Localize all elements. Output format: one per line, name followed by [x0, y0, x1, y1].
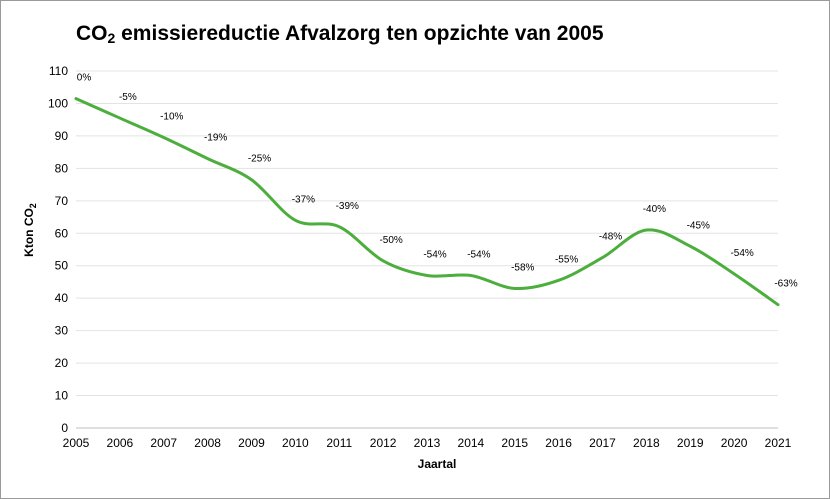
title-subscript: 2 — [107, 30, 116, 46]
gridlines — [76, 70, 778, 429]
y-tick-label: 30 — [55, 324, 69, 338]
data-label: -55% — [555, 254, 578, 265]
y-tick-label: 90 — [55, 129, 69, 143]
x-tick-label: 2005 — [63, 436, 90, 450]
data-label: -37% — [292, 194, 315, 205]
data-label: -10% — [160, 112, 183, 123]
series-line — [74, 97, 780, 307]
data-label: -54% — [467, 249, 490, 260]
data-label: -54% — [423, 249, 446, 260]
x-tick-label: 2013 — [414, 436, 441, 450]
data-label: -63% — [774, 279, 797, 290]
x-tick-label: 2020 — [721, 436, 748, 450]
x-tick-label: 2018 — [633, 436, 660, 450]
x-tick-label: 2011 — [326, 436, 352, 450]
x-tick-label: 2016 — [545, 436, 572, 450]
y-tick-label: 50 — [55, 259, 69, 273]
y-tick-label: 110 — [49, 64, 68, 78]
data-label: -58% — [511, 262, 534, 273]
y-tick-label: 10 — [55, 389, 69, 403]
data-label: -39% — [336, 201, 359, 212]
title-main: CO — [76, 22, 108, 45]
chart-title: CO2 emissiereductie Afvalzorg ten opzich… — [76, 22, 604, 46]
data-label: -48% — [599, 232, 622, 243]
y-tick-label: 80 — [55, 161, 69, 175]
x-tick-label: 2021 — [765, 436, 792, 450]
data-label: -45% — [687, 220, 710, 231]
x-tick-label: 2010 — [282, 436, 309, 450]
x-tick-label: 2015 — [501, 436, 528, 450]
x-tick-label: 2007 — [150, 436, 177, 450]
y-tick-label: 100 — [48, 96, 68, 110]
x-tick-label: 2009 — [238, 436, 265, 450]
x-tick-label: 2017 — [589, 436, 616, 450]
x-tick-label: 2012 — [370, 436, 397, 450]
y-axis-title: Kton CO2 — [22, 203, 38, 257]
x-tick-label: 2006 — [107, 436, 134, 450]
x-tick-label: 2008 — [194, 436, 221, 450]
y-tick-labels: 0 10 20 30 40 50 60 70 80 90 100 110 — [48, 64, 68, 435]
y-axis-title-main: Kton CO — [22, 208, 36, 257]
y-tick-label: 70 — [55, 194, 69, 208]
y-axis-title-subscript: 2 — [28, 203, 38, 208]
x-tick-labels: 2005 2006 2007 2008 2009 2010 2011 2012 2013 2014… — [63, 436, 792, 450]
y-tick-label: 0 — [61, 421, 68, 435]
data-label: -40% — [643, 204, 666, 215]
y-tick-label: 20 — [55, 356, 69, 370]
data-label: -25% — [248, 154, 271, 165]
data-label: -5% — [119, 92, 137, 103]
x-tick-label: 2014 — [458, 436, 485, 450]
data-label: 0% — [77, 73, 92, 84]
data-labels: 0% -5% -10% -19% -25% -37% -39% -50% -54% -54% -58… — [77, 73, 798, 290]
y-tick-label: 60 — [55, 226, 69, 240]
data-label: -54% — [730, 248, 753, 259]
x-tick-label: 2019 — [677, 436, 704, 450]
data-label: -19% — [204, 133, 227, 144]
title-rest: emissiereductie Afvalzorg ten opzichte v… — [115, 22, 604, 45]
data-label: -50% — [379, 235, 402, 246]
x-axis-title: Jaartal — [418, 457, 457, 471]
y-tick-label: 40 — [55, 291, 69, 305]
